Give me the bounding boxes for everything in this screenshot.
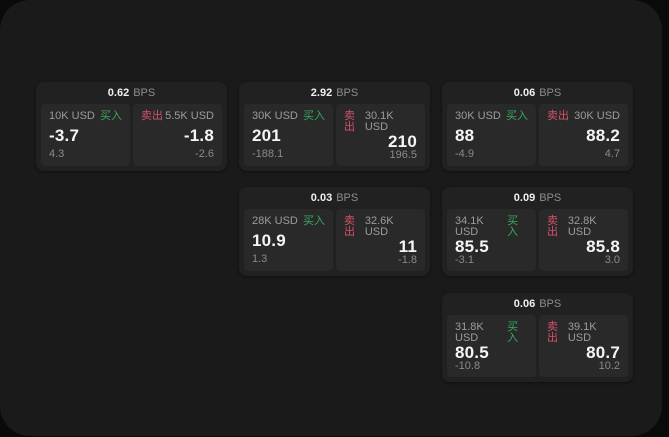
sell-change: 196.5	[389, 149, 417, 161]
sell-change: -1.8	[398, 254, 417, 266]
bps-header: 0.62 BPS	[36, 82, 227, 104]
sell-side-label: 卖出	[344, 215, 355, 238]
sell-quote-tile[interactable]: 卖出 30.1K USD 210 196.5	[336, 104, 425, 166]
bps-header: 0.06 BPS	[442, 82, 633, 104]
quote-card-2: 2.92 BPS 30K USD 买入 201 -188.1 卖出 30.1K …	[239, 82, 430, 171]
sell-price: 80.7	[586, 343, 620, 362]
bps-value: 0.09	[513, 191, 536, 204]
buy-amount: 10K USD	[49, 110, 95, 122]
sell-amount: 5.5K USD	[165, 110, 214, 122]
sell-quote-tile[interactable]: 卖出 30K USD 88.2 4.7	[539, 104, 628, 166]
buy-side-label: 买入	[303, 110, 325, 122]
bps-unit-label: BPS	[539, 86, 562, 99]
sell-amount: 30K USD	[574, 110, 620, 122]
bps-unit-label: BPS	[336, 191, 359, 204]
buy-change: -4.9	[455, 148, 474, 160]
buy-quote-tile[interactable]: 28K USD 买入 10.9 1.3	[244, 209, 333, 271]
bps-header: 0.06 BPS	[442, 293, 633, 315]
bps-header: 2.92 BPS	[239, 82, 430, 104]
sell-price: 11	[398, 237, 417, 256]
buy-quote-tile[interactable]: 30K USD 买入 201 -188.1	[244, 104, 333, 166]
buy-side-label: 买入	[507, 215, 519, 238]
bps-value: 2.92	[310, 86, 333, 99]
buy-change: 1.3	[252, 253, 268, 265]
buy-change: -10.8	[455, 360, 481, 372]
bps-value: 0.62	[107, 86, 130, 99]
buy-change: -188.1	[252, 148, 284, 160]
buy-side-label: 买入	[303, 215, 325, 227]
sell-side-label: 卖出	[344, 110, 355, 133]
buy-side-label: 买入	[100, 110, 122, 122]
bps-value: 0.06	[513, 86, 536, 99]
bps-unit-label: BPS	[539, 191, 562, 204]
buy-price: 85.5	[455, 237, 489, 256]
bps-header: 0.09 BPS	[442, 187, 633, 209]
sell-change: 10.2	[598, 360, 620, 372]
buy-price: -3.7	[49, 126, 80, 145]
quote-card-6: 0.06 BPS 31.8K USD 买入 80.5 -10.8 卖出 39.1…	[442, 293, 633, 382]
sell-change: 3.0	[604, 254, 620, 266]
bps-unit-label: BPS	[539, 297, 562, 310]
sell-quote-tile[interactable]: 卖出 32.6K USD 11 -1.8	[336, 209, 425, 271]
sell-price: 210	[388, 132, 417, 151]
sell-change: -2.6	[195, 148, 214, 160]
sell-amount: 39.1K USD	[567, 321, 597, 344]
bps-header: 0.03 BPS	[239, 187, 430, 209]
sell-side-label: 卖出	[141, 110, 163, 122]
buy-change: -3.1	[455, 254, 474, 266]
quote-card-3: 0.06 BPS 30K USD 买入 88 -4.9 卖出 30K USD 8…	[442, 82, 633, 171]
sell-price: -1.8	[183, 126, 214, 145]
sell-price: 88.2	[586, 126, 620, 145]
buy-change: 4.3	[49, 148, 65, 160]
buy-price: 80.5	[455, 343, 489, 362]
bps-value: 0.03	[310, 191, 333, 204]
buy-amount: 28K USD	[252, 215, 298, 227]
buy-amount: 30K USD	[455, 110, 501, 122]
buy-quote-tile[interactable]: 10K USD 买入 -3.7 4.3	[41, 104, 130, 166]
sell-side-label: 卖出	[547, 215, 558, 238]
buy-side-label: 买入	[507, 321, 519, 344]
sell-quote-tile[interactable]: 卖出 5.5K USD -1.8 -2.6	[133, 104, 222, 166]
buy-quote-tile[interactable]: 34.1K USD 买入 85.5 -3.1	[447, 209, 536, 271]
bps-unit-label: BPS	[336, 86, 359, 99]
buy-quote-tile[interactable]: 30K USD 买入 88 -4.9	[447, 104, 536, 166]
sell-change: 4.7	[604, 148, 620, 160]
sell-side-label: 卖出	[547, 110, 569, 122]
buy-amount: 31.8K USD	[455, 321, 484, 344]
sell-amount: 32.6K USD	[364, 215, 394, 238]
sell-amount: 32.8K USD	[567, 215, 597, 238]
sell-price: 85.8	[586, 237, 620, 256]
bps-value: 0.06	[513, 297, 536, 310]
buy-amount: 30K USD	[252, 110, 298, 122]
sell-quote-tile[interactable]: 卖出 39.1K USD 80.7 10.2	[539, 315, 628, 377]
quote-card-4: 0.03 BPS 28K USD 买入 10.9 1.3 卖出 32.6K US…	[239, 187, 430, 276]
buy-price: 10.9	[252, 231, 286, 250]
buy-side-label: 买入	[506, 110, 528, 122]
quote-card-1: 0.62 BPS 10K USD 买入 -3.7 4.3 卖出 5.5K USD…	[36, 82, 227, 171]
buy-price: 201	[252, 126, 281, 145]
sell-quote-tile[interactable]: 卖出 32.8K USD 85.8 3.0	[539, 209, 628, 271]
sell-amount: 30.1K USD	[364, 110, 394, 133]
quote-card-5: 0.09 BPS 34.1K USD 买入 85.5 -3.1 卖出 32.8K…	[442, 187, 633, 276]
buy-amount: 34.1K USD	[455, 215, 484, 238]
sell-side-label: 卖出	[547, 321, 558, 344]
buy-price: 88	[455, 126, 475, 145]
bps-unit-label: BPS	[133, 86, 156, 99]
buy-quote-tile[interactable]: 31.8K USD 买入 80.5 -10.8	[447, 315, 536, 377]
